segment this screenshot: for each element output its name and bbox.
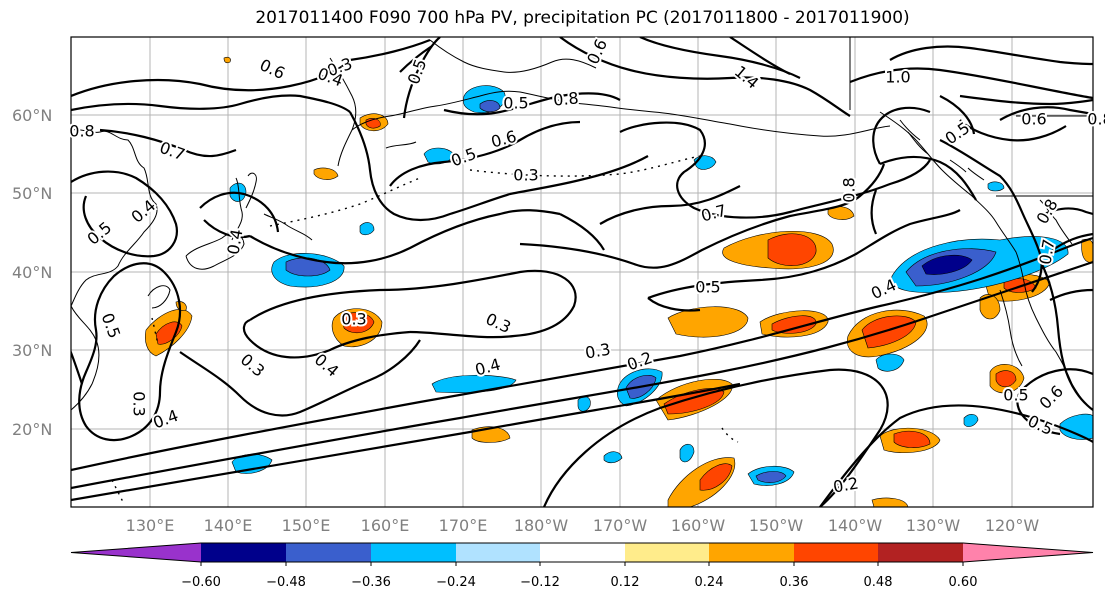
- colorbar-tick-labels: −0.60 −0.48 −0.36 −0.24 −0.12 0.12 0.24 0.36 0.4…: [181, 562, 977, 590]
- contour-label: 0.6: [1021, 110, 1046, 129]
- contour-label: 0.3: [341, 310, 366, 329]
- colorbar-segment: [540, 543, 625, 562]
- colorbar-tick-label: 0.36: [780, 575, 809, 590]
- lon-label-130e: 130°E: [126, 516, 175, 535]
- map-area: [71, 37, 1093, 507]
- lon-label-130w: 130°W: [906, 516, 961, 535]
- lat-label-50n: 50°N: [12, 184, 52, 203]
- colorbar-tick-label: 0.60: [949, 575, 978, 590]
- colorbar: [70, 542, 1094, 563]
- colorbar-extend-min: [71, 543, 201, 562]
- contour-label: 0.5: [503, 94, 528, 113]
- colorbar-segment: [201, 543, 286, 562]
- pv-contours: [71, 37, 1093, 507]
- colorbar-tick-label: −0.36: [351, 575, 391, 590]
- contour-label: 0.5: [695, 278, 720, 297]
- contour-label: 0.8: [840, 177, 859, 202]
- colorbar-tick-label: 0.48: [864, 575, 893, 590]
- coastlines: [71, 37, 1093, 411]
- precip-negative-areas: [229, 85, 1093, 486]
- contour-label: 0.8: [69, 122, 94, 141]
- lon-label-150w: 150°W: [749, 516, 804, 535]
- contour-label: 1.0: [885, 68, 910, 87]
- contour-label: 0.5: [1003, 386, 1028, 405]
- colorbar-segment: [794, 543, 878, 562]
- colorbar-segment: [286, 543, 371, 562]
- colorbar-segment: [456, 543, 540, 562]
- lat-label-30n: 30°N: [12, 341, 52, 360]
- colorbar-segment: [878, 543, 963, 562]
- map-frame: [70, 36, 1094, 508]
- lon-label-180w: 180°W: [514, 516, 569, 535]
- lat-label-20n: 20°N: [12, 420, 52, 439]
- contour-label: 0.8: [552, 88, 579, 109]
- colorbar-tick-label: 0.12: [611, 575, 640, 590]
- colorbar-segment: [371, 543, 456, 562]
- lat-label-60n: 60°N: [12, 106, 52, 125]
- lon-label-150e: 150°E: [282, 516, 331, 535]
- colorbar-segment: [625, 543, 709, 562]
- colorbar-tick-label: −0.48: [266, 575, 306, 590]
- lon-label-120w: 120°W: [985, 516, 1040, 535]
- colorbar-tick-label: −0.24: [436, 575, 476, 590]
- colorbar-tick-label: 0.24: [695, 575, 724, 590]
- island-chains: [111, 155, 739, 505]
- lon-label-140e: 140°E: [204, 516, 253, 535]
- longitude-labels: 130°E 140°E 150°E 160°E 170°E 180°W 170°…: [126, 516, 1040, 535]
- contour-label: 0.3: [130, 391, 149, 416]
- lon-label-170w: 170°W: [593, 516, 648, 535]
- latitude-labels: 60°N 50°N 40°N 30°N 20°N: [12, 106, 52, 439]
- colorbar-extend-max: [963, 543, 1093, 562]
- contour-label: 0.8: [1087, 110, 1105, 129]
- lon-label-160w: 160°W: [671, 516, 726, 535]
- lon-label-160e: 160°E: [361, 516, 410, 535]
- colorbar-tick-label: −0.60: [181, 575, 221, 590]
- colorbar-segment: [709, 543, 794, 562]
- lat-label-40n: 40°N: [12, 263, 52, 282]
- contour-label: 0.3: [513, 166, 538, 185]
- contour-label: 0.4: [223, 228, 246, 256]
- lon-label-170e: 170°E: [439, 516, 488, 535]
- colorbar-tick-label: −0.12: [520, 575, 560, 590]
- map-title: 2017011400 F090 700 hPa PV, precipitatio…: [255, 8, 910, 28]
- lon-label-140w: 140°W: [828, 516, 883, 535]
